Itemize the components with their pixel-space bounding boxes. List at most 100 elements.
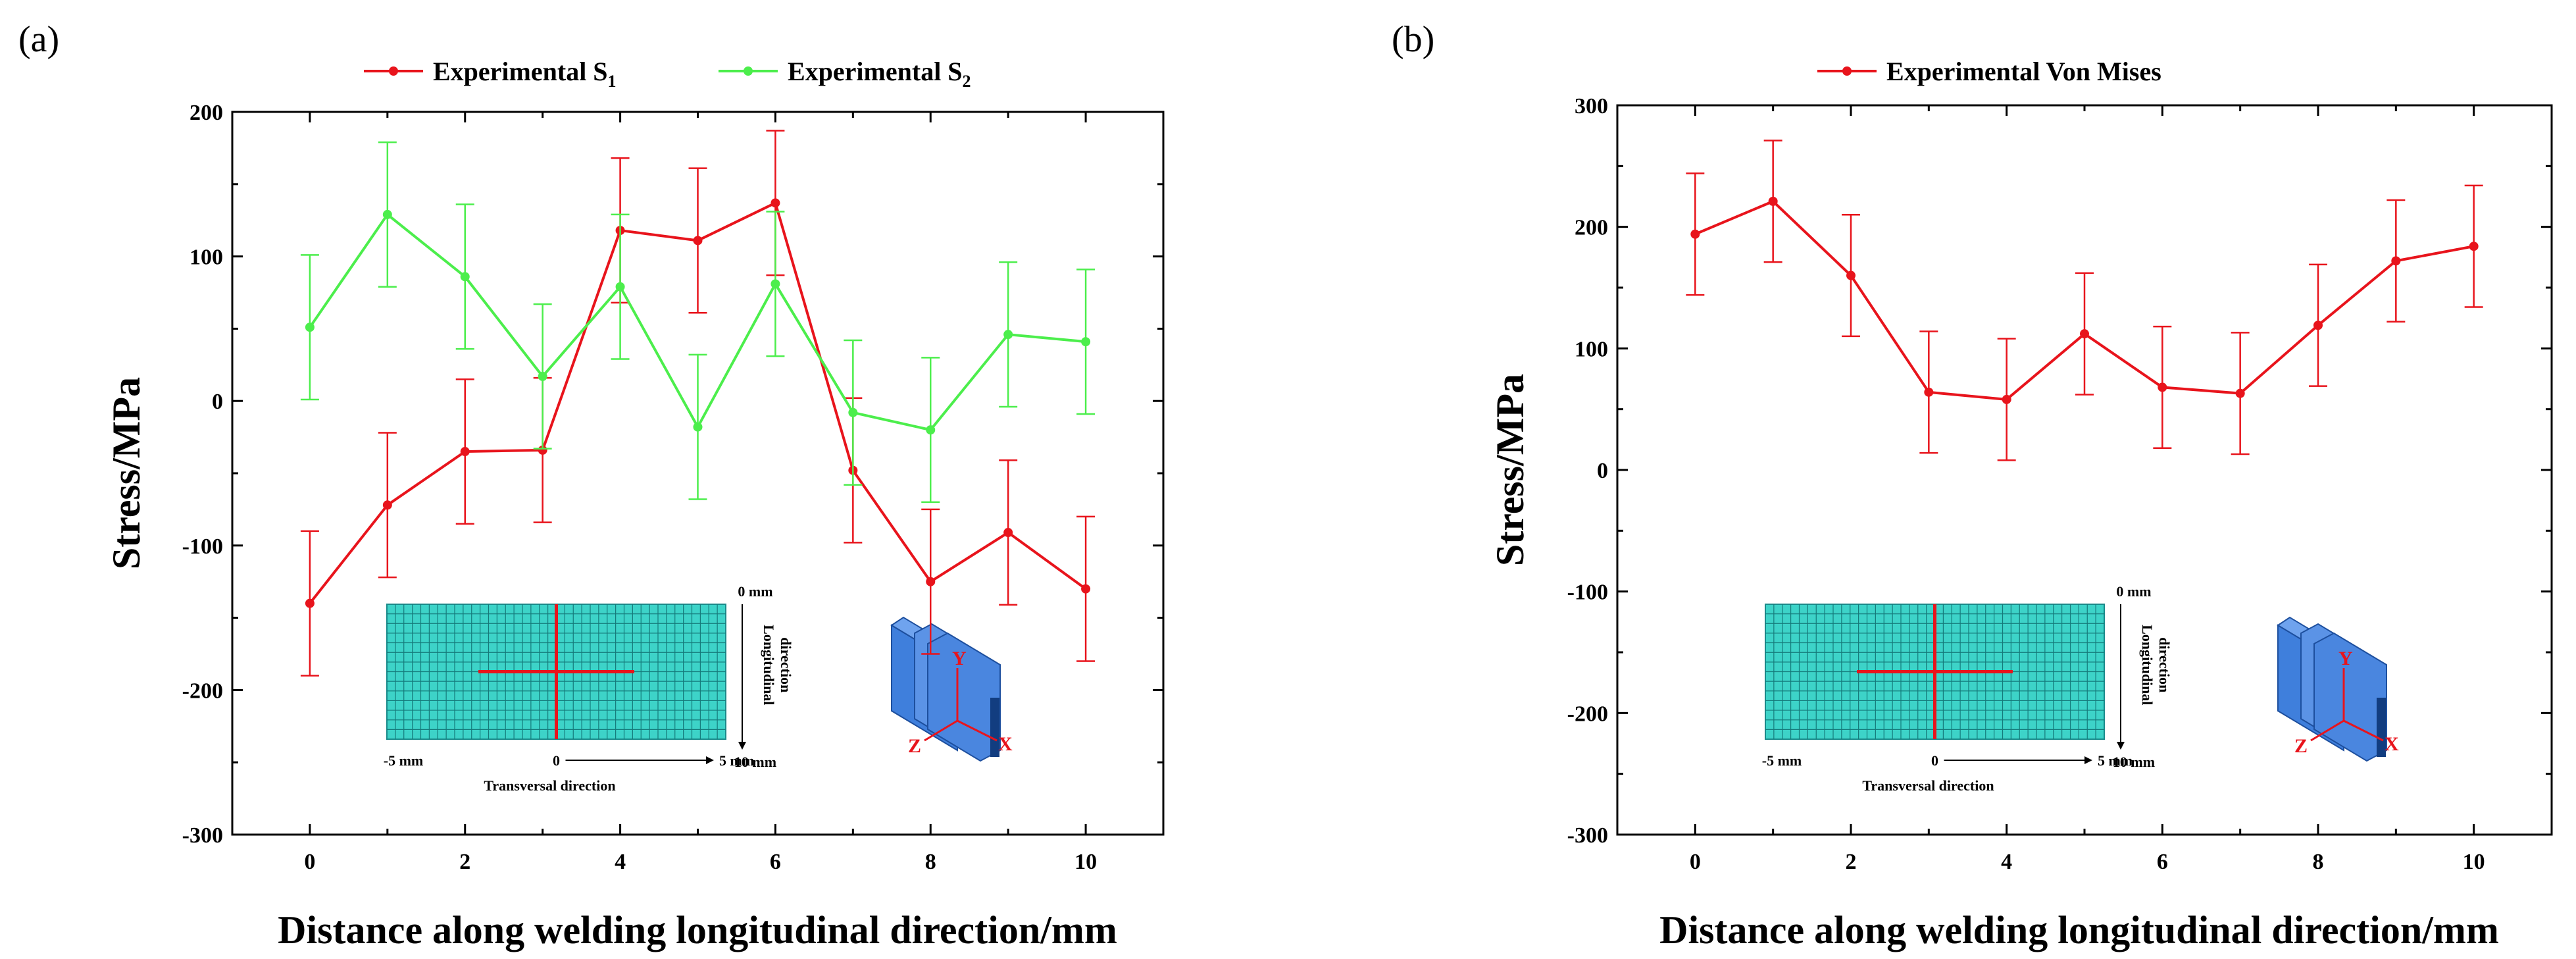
data-point bbox=[460, 447, 470, 457]
data-point bbox=[1690, 229, 1700, 239]
data-point bbox=[538, 445, 547, 455]
beam-weld-seam bbox=[990, 698, 999, 757]
data-point bbox=[1846, 271, 1856, 280]
y-tick-label: 0 bbox=[1597, 459, 1608, 483]
y-tick-label: -300 bbox=[182, 823, 223, 848]
data-point bbox=[2391, 256, 2401, 266]
inset-top-label: 0 mm bbox=[2116, 583, 2151, 600]
data-point bbox=[1081, 584, 1091, 594]
transversal-arrowhead bbox=[706, 756, 714, 764]
data-point bbox=[693, 236, 703, 246]
x-tick-label: 8 bbox=[925, 850, 936, 874]
y-tick-label: -100 bbox=[182, 534, 223, 559]
y-tick-label: 100 bbox=[189, 246, 223, 270]
legend-label: Experimental S2 bbox=[788, 57, 971, 91]
inset-right-label-2: direction bbox=[2156, 637, 2173, 692]
data-point bbox=[2002, 394, 2011, 404]
longitudinal-arrowhead bbox=[2117, 742, 2125, 750]
y-tick-label: -300 bbox=[1567, 823, 1608, 848]
y-axis-title: Stress/MPa bbox=[1488, 374, 1532, 566]
data-point bbox=[2158, 382, 2167, 392]
inset-bottom-mid-label: 0 bbox=[1931, 752, 1938, 769]
x-tick-label: 6 bbox=[2157, 850, 2168, 874]
legend-label: Experimental S1 bbox=[433, 57, 617, 91]
y-axis-title: Stress/MPa bbox=[105, 377, 148, 569]
data-point bbox=[1924, 387, 1934, 397]
data-point bbox=[2313, 321, 2323, 330]
x-tick-label: 4 bbox=[615, 850, 626, 874]
axis-x-letter: X bbox=[998, 733, 1013, 755]
inset-right-label-1: Longitudinal bbox=[2139, 625, 2156, 705]
legend-label: Experimental Von Mises bbox=[1886, 57, 2161, 86]
beam-weld-seam bbox=[2377, 698, 2386, 757]
panel-label: (a) bbox=[18, 19, 59, 60]
y-tick-label: 300 bbox=[1575, 94, 1608, 118]
x-tick-label: 2 bbox=[459, 850, 470, 874]
inset-bottom-right-label: 10 mm bbox=[734, 754, 776, 770]
series-1 bbox=[1686, 140, 2483, 461]
y-tick-label: 100 bbox=[1575, 337, 1608, 361]
y-tick-label: 200 bbox=[189, 101, 223, 125]
axis-z-line bbox=[924, 719, 958, 742]
y-tick-label: -200 bbox=[182, 679, 223, 703]
x-tick-label: 6 bbox=[770, 850, 781, 874]
x-tick-label: 10 bbox=[1074, 850, 1097, 874]
x-axis-title: Distance along welding longitudinal dire… bbox=[1659, 908, 2499, 952]
data-point bbox=[693, 422, 703, 432]
x-tick-label: 2 bbox=[1846, 850, 1857, 874]
inset-diagram: 0 mm Longitudinal direction 10 mm -5 mm 0 5 mm… bbox=[384, 583, 794, 794]
inset-bottom-caption: Transversal direction bbox=[484, 777, 615, 794]
x-tick-label: 0 bbox=[1690, 850, 1701, 874]
x-tick-label: 0 bbox=[304, 850, 315, 874]
data-point bbox=[2235, 388, 2245, 398]
inset-bottom-5-label: 5 mm bbox=[2098, 752, 2133, 769]
legend-marker bbox=[1842, 66, 1852, 76]
data-point bbox=[1003, 528, 1013, 538]
inset-bottom-caption: Transversal direction bbox=[1862, 777, 1994, 794]
axis-z-letter: Z bbox=[2294, 735, 2308, 757]
inset-top-label: 0 mm bbox=[738, 583, 772, 600]
panel-b: (b) -300 -200 -100 0 100 200 300 0 2 4 6 8 10 Distance… bbox=[1392, 19, 2553, 952]
inset-bottom-right-label: 10 mm bbox=[2113, 754, 2155, 770]
beam-3d-illustration: Y Z X bbox=[2277, 616, 2399, 762]
data-point bbox=[382, 500, 392, 510]
data-point bbox=[460, 272, 470, 282]
data-point bbox=[305, 598, 315, 608]
axis-y-letter: Y bbox=[952, 648, 967, 669]
data-point bbox=[1003, 330, 1013, 340]
panel-label: (b) bbox=[1392, 19, 1434, 60]
x-tick-label: 4 bbox=[2001, 850, 2012, 874]
beam-flange bbox=[927, 632, 1001, 762]
y-tick-label: 200 bbox=[1575, 216, 1608, 240]
data-point bbox=[538, 371, 547, 381]
series-1 bbox=[300, 130, 1096, 677]
inset-right-label-1: Longitudinal bbox=[761, 625, 777, 705]
data-point bbox=[2080, 329, 2089, 339]
data-point bbox=[1081, 337, 1091, 347]
legend-marker bbox=[744, 66, 753, 76]
axis-x-line bbox=[957, 719, 998, 742]
transversal-arrowhead bbox=[2084, 756, 2092, 764]
legend-marker bbox=[389, 66, 398, 76]
panel-a: (a) -300 -200 -100 0 100 200 0 2 4 6 8 10 Distance al… bbox=[18, 19, 1165, 952]
x-axis-title: Distance along welding longitudinal dire… bbox=[278, 908, 1117, 952]
inset-bottom-left-label: -5 mm bbox=[1762, 752, 1802, 769]
inset-bottom-5-label: 5 mm bbox=[719, 752, 754, 769]
inset-bottom-left-label: -5 mm bbox=[384, 752, 423, 769]
axis-x-line bbox=[2343, 719, 2384, 742]
y-tick-label: 0 bbox=[212, 390, 223, 414]
beam-flange bbox=[2313, 632, 2387, 762]
series-2 bbox=[300, 141, 1096, 504]
beam-3d-illustration: Y Z X bbox=[890, 616, 1013, 762]
data-point bbox=[382, 209, 392, 219]
data-point bbox=[848, 407, 858, 417]
axis-y-letter: Y bbox=[2338, 648, 2353, 669]
data-point bbox=[1768, 196, 1778, 206]
y-tick-label: -100 bbox=[1567, 581, 1608, 605]
axis-x-letter: X bbox=[2385, 733, 2399, 755]
data-point bbox=[770, 198, 780, 208]
x-tick-label: 10 bbox=[2463, 850, 2485, 874]
data-point bbox=[305, 323, 315, 332]
y-tick-label: -200 bbox=[1567, 702, 1608, 726]
